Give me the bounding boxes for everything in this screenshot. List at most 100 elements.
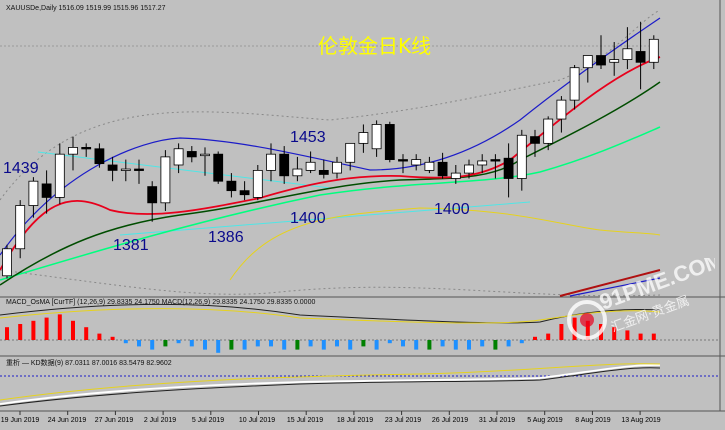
date-label: 24 Jun 2019 (47, 417, 87, 424)
macd-bar (308, 340, 313, 347)
macd-bar (31, 320, 36, 340)
bear-candle (239, 190, 250, 196)
macd-bar (572, 317, 577, 340)
bull-candle (15, 205, 26, 250)
bull-candle (28, 180, 39, 206)
macd-bar (321, 340, 326, 350)
bull-candle (477, 160, 488, 166)
macd-bar (295, 340, 300, 350)
bear-candle (41, 183, 52, 198)
bull-candle (424, 161, 435, 171)
bear-candle (94, 148, 105, 165)
bear-candle (490, 159, 501, 162)
macd-bar (137, 340, 141, 347)
macd-bar (255, 340, 260, 347)
macd-bar (335, 340, 339, 347)
date-label: 18 Jul 2019 (336, 417, 374, 424)
bull-candle (371, 124, 382, 150)
date-label: 23 Jul 2019 (384, 417, 422, 424)
macd-bar (44, 317, 49, 340)
watermark-logo: 91PME.COM 汇金网·贵金属 (567, 258, 715, 340)
date-label: 5 Jul 2019 (191, 417, 225, 424)
macd-bar (467, 340, 471, 350)
date-label: 15 Jul 2019 (286, 417, 324, 424)
bull-candle (160, 156, 171, 204)
bull-candle (543, 118, 554, 144)
date-label: 8 Aug 2019 (575, 417, 611, 424)
bull-candle (648, 38, 659, 63)
date-label: 19 Jun 2019 (0, 417, 40, 424)
bull-candle (292, 168, 303, 177)
price-label: 1439 (3, 160, 39, 177)
price-label: 1400 (290, 210, 326, 227)
macd-bar (559, 324, 564, 340)
bear-candle (384, 124, 395, 160)
macd-bar (110, 336, 115, 340)
candles-layer (2, 21, 659, 279)
symbol-info: XAUUSDe,Daily 1516.09 1519.99 1515.96 15… (6, 5, 166, 12)
macd-bar (71, 320, 75, 340)
macd-bar (97, 333, 102, 340)
bull-candle (450, 172, 461, 179)
bear-candle (437, 161, 448, 177)
macd-bar (18, 324, 23, 340)
bear-candle (530, 136, 540, 144)
bull-candle (609, 59, 620, 63)
macd-bar (57, 314, 62, 340)
bear-candle (318, 169, 329, 175)
bear-candle (635, 51, 646, 63)
bull-candle (556, 99, 567, 120)
macd-bar (625, 330, 630, 340)
macd-bar (150, 340, 155, 350)
macd-bar (282, 340, 287, 350)
bear-candle (213, 153, 224, 182)
bull-candle (252, 169, 263, 198)
macd-bar (612, 327, 617, 340)
macd-bar (374, 340, 379, 350)
macd-bar (453, 340, 458, 350)
macd-bar (229, 340, 234, 350)
bear-candle (107, 164, 118, 171)
macd-bar (84, 327, 89, 340)
chart-title: 伦敦金日K线 (318, 34, 432, 58)
price-label: 1381 (113, 237, 149, 254)
bear-candle (398, 159, 408, 162)
date-label: 5 Aug 2019 (527, 417, 563, 424)
macd-bar (216, 340, 221, 353)
macd-bar (493, 340, 498, 350)
date-label: 13 Aug 2019 (621, 417, 661, 424)
macd-bar (414, 340, 419, 350)
macd-bar (189, 340, 194, 347)
date-label: 26 Jul 2019 (431, 417, 469, 424)
date-label: 27 Jun 2019 (94, 417, 134, 424)
macd-bar (440, 340, 445, 347)
macd-bar (506, 340, 511, 347)
bear-candle (503, 157, 514, 179)
macd-bar (638, 333, 643, 340)
macd-bar (651, 333, 656, 340)
macd-bar (348, 340, 353, 350)
macd-bar (163, 340, 168, 347)
bear-candle (226, 180, 237, 192)
bear-candle (596, 55, 606, 66)
bull-candle (68, 147, 78, 155)
bull-candle (120, 168, 131, 171)
macd-bar (427, 340, 432, 350)
bear-candle (186, 151, 197, 158)
macd-bar (585, 320, 590, 340)
bull-candle (266, 153, 276, 171)
bull-candle (516, 134, 527, 179)
macd-bar (387, 340, 392, 344)
macd-bar (401, 340, 405, 347)
bull-candle (464, 164, 474, 174)
bull-candle (332, 161, 342, 174)
price-label: 1386 (208, 229, 244, 246)
bull-candle (582, 55, 593, 69)
macd-bar (123, 340, 128, 344)
date-label: 2 Jul 2019 (143, 417, 177, 424)
macd-bar (5, 327, 9, 340)
bull-candle (622, 48, 633, 60)
bull-candle (411, 159, 422, 166)
macd-bar (203, 340, 207, 350)
